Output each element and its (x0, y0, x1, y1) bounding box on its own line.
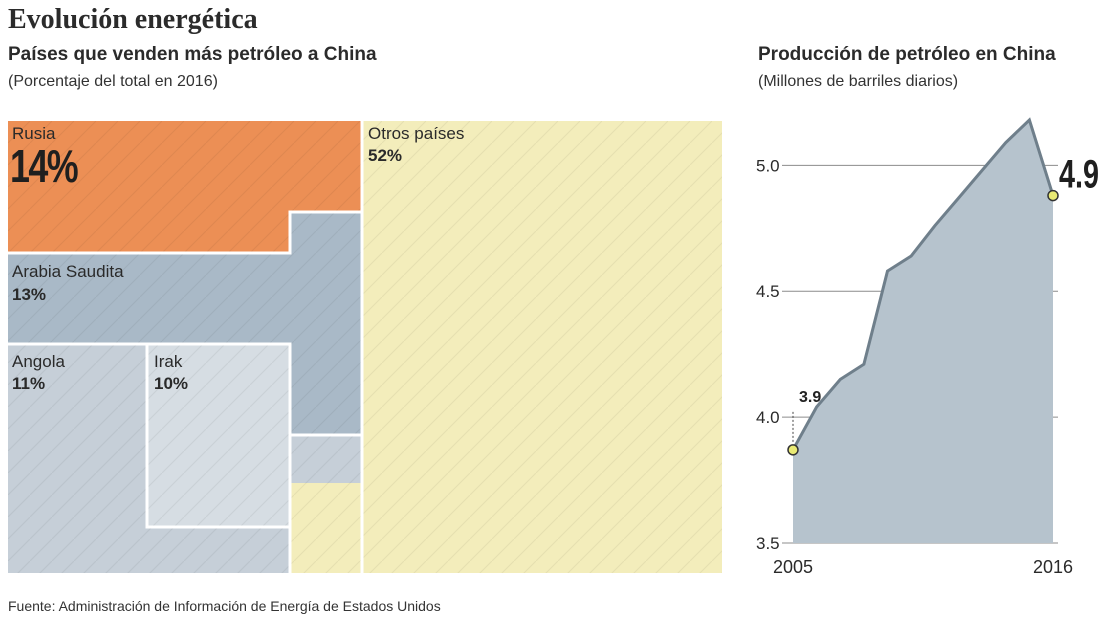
value-arabia-saudita: 13% (12, 285, 47, 304)
label-angola: Angola (12, 352, 65, 371)
label-arabia-saudita: Arabia Saudita (12, 262, 124, 281)
chart-annotations: 2005 2016 3.9 4.9 (773, 152, 1099, 577)
start-marker (787, 444, 799, 456)
value-angola: 11% (12, 374, 46, 393)
production-chart: 3.5 4.0 4.5 5.0 2005 2016 3.9 4.9 (756, 117, 1099, 577)
y-tick-label: 5.0 (756, 156, 780, 175)
photo-texture-overlay (8, 121, 722, 573)
treemap-note: (Porcentaje del total en 2016) (8, 73, 218, 90)
treemap-graphic (8, 121, 722, 573)
end-value-label: 4.9 (1059, 152, 1099, 197)
label-otros-paises: Otros países (368, 124, 465, 143)
treemap-subtitle: Países que venden más petróleo a China (8, 44, 377, 65)
production-line (791, 117, 1055, 451)
source-note: Fuente: Administración de Información de… (8, 598, 441, 614)
x-tick-label: 2016 (1033, 557, 1073, 577)
value-rusia: 14% (10, 140, 79, 192)
y-axis-ticks: 3.5 4.0 4.5 5.0 (756, 156, 780, 553)
value-irak: 10% (154, 374, 189, 393)
chart-note: (Millones de barriles diarios) (758, 73, 959, 90)
x-tick-label: 2005 (773, 557, 813, 577)
treemap-dividers (8, 121, 364, 573)
value-otros-paises: 52% (368, 146, 403, 165)
label-irak: Irak (154, 352, 183, 371)
y-tick-label: 4.0 (756, 408, 780, 427)
start-value-label: 3.9 (799, 389, 821, 406)
y-tick-label: 3.5 (756, 534, 780, 553)
production-area (793, 120, 1053, 543)
chart-subtitle: Producción de petróleo en China (758, 44, 1056, 65)
page-title: Evolución energética (8, 4, 258, 35)
end-marker (1047, 189, 1059, 202)
y-tick-label: 4.5 (756, 282, 780, 301)
treemap: Rusia 14% Arabia Saudita 13% Angola 11% … (8, 121, 722, 573)
label-rusia: Rusia (12, 124, 56, 143)
